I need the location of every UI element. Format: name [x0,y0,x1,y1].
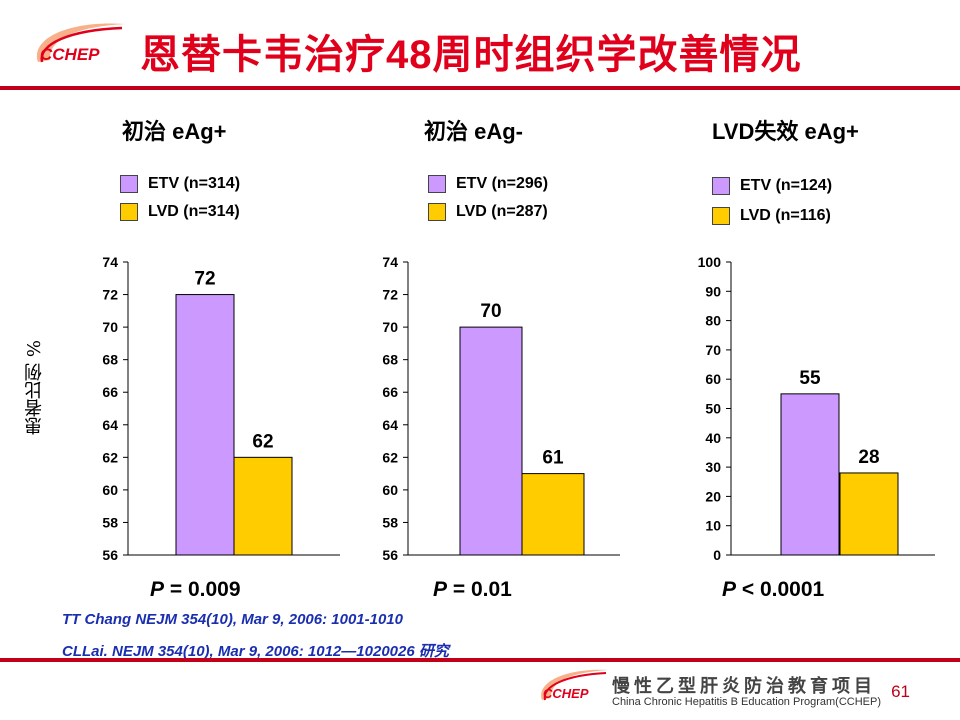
chart-2-plot: 56 58 60 62 64 66 68 70 72 74 70 61 [382,254,620,563]
p-symbol: P [433,578,448,601]
chart-1-plot: 56 58 60 62 64 66 68 70 72 74 72 62 [102,254,340,563]
footer-logo: CCHEP [536,666,610,710]
header-logo: CCHEP [30,18,130,74]
legend-item-lvd: LVD (n=116) [712,207,832,225]
y-tick-label: 74 [382,254,398,270]
y-tick-label: 80 [705,313,721,329]
y-tick-label: 90 [705,283,721,299]
header-divider [0,86,960,90]
y-tick-label: 74 [102,254,118,270]
reference-1: TT Chang NEJM 354(10), Mar 9, 2006: 1001… [62,611,403,628]
y-tick-label: 62 [382,449,398,465]
chart-3-p-value: P < 0.0001 [722,578,824,602]
p-value-text: < 0.0001 [736,578,825,601]
y-tick-label: 60 [102,482,118,498]
y-tick-label: 64 [102,417,118,433]
y-tick-label: 70 [705,342,721,358]
legend-swatch-lvd [120,203,138,221]
bar-lvd [521,473,585,556]
y-tick-label: 58 [102,514,118,530]
p-value-text: = 0.01 [447,578,512,601]
legend-label: LVD (n=287) [456,203,548,220]
p-value-text: = 0.009 [164,578,241,601]
p-symbol: P [150,578,165,601]
header-logo-text: CCHEP [40,45,100,64]
y-tick-label: 30 [705,459,721,475]
data-label-lvd: 62 [252,431,273,452]
chart-3-legend: ETV (n=124) LVD (n=116) [712,177,832,225]
page-title: 恩替卡韦治疗48周时组织学改善情况 [140,33,802,77]
y-tick-label: 68 [102,352,118,368]
legend-item-lvd: LVD (n=287) [428,203,548,221]
legend-swatch-etv [712,177,730,195]
chart-2-p-value: P = 0.01 [433,578,512,602]
data-label-etv: 55 [799,368,821,389]
y-tick-label: 70 [102,319,118,335]
chart-3-title: LVD失效 eAg+ [712,119,859,144]
bar-etv [459,326,523,556]
chart-2-title: 初治 eAg- [424,119,524,144]
y-tick-label: 40 [705,430,721,446]
y-tick-label: 100 [698,254,722,270]
legend-swatch-lvd [712,207,730,225]
y-tick-label: 66 [382,384,398,400]
y-axis-label: 患者比例 % [24,340,45,435]
y-tick-label: 72 [382,287,398,303]
p-symbol: P [722,578,737,601]
chart-1-title: 初治 eAg+ [122,119,227,144]
logo-swoosh-icon: CCHEP [36,23,125,64]
y-tick-label: 56 [102,547,118,563]
y-tick-label: 64 [382,417,398,433]
legend-swatch-etv [120,175,138,193]
y-tick-label: 72 [102,287,118,303]
legend-item-etv: ETV (n=124) [712,177,832,195]
footer-divider [0,658,960,662]
page-number: 61 [891,682,910,701]
legend-label: LVD (n=314) [148,203,240,220]
y-tick-label: 62 [102,449,118,465]
y-tick-label: 58 [382,514,398,530]
data-label-lvd: 61 [542,448,564,469]
footer-program-cn: 慢性乙型肝炎防治教育项目 [612,676,876,696]
reference-2: CLLai. NEJM 354(10), Mar 9, 2006: 1012—1… [62,643,449,660]
legend-label: LVD (n=116) [740,207,831,224]
y-tick-label: 20 [705,488,721,504]
legend-label: ETV (n=124) [740,177,833,194]
y-tick-label: 56 [382,547,398,563]
legend-label: ETV (n=314) [148,175,241,192]
legend-item-lvd: LVD (n=314) [120,203,240,221]
y-tick-label: 50 [705,401,721,417]
legend-label: ETV (n=296) [456,175,549,192]
data-label-etv: 70 [480,301,501,322]
y-tick-label: 70 [382,319,398,335]
y-tick-label: 60 [382,482,398,498]
bar-etv [175,294,235,556]
bar-lvd [233,456,293,556]
chart-2-legend: ETV (n=296) LVD (n=287) [428,175,548,221]
y-tick-label: 0 [713,547,721,563]
chart-1-legend: ETV (n=314) LVD (n=314) [120,175,240,221]
y-tick-label: 68 [382,352,398,368]
y-tick-label: 60 [705,371,721,387]
bar-etv [780,393,840,556]
data-label-lvd: 28 [858,447,879,468]
logo-swoosh-icon: CCHEP [541,669,608,701]
legend-item-etv: ETV (n=296) [428,175,548,193]
y-tick-label: 66 [102,384,118,400]
legend-swatch-lvd [428,203,446,221]
footer-program-en: China Chronic Hepatitis B Education Prog… [612,696,881,708]
chart-3-plot: 0 10 20 30 40 50 60 70 80 90 100 55 28 [698,254,935,563]
legend-item-etv: ETV (n=314) [120,175,240,193]
bar-lvd [839,472,899,556]
y-tick-label: 10 [705,518,721,534]
data-label-etv: 72 [194,269,215,290]
chart-1-p-value: P = 0.009 [150,578,241,602]
footer-logo-text: CCHEP [543,686,589,701]
legend-swatch-etv [428,175,446,193]
